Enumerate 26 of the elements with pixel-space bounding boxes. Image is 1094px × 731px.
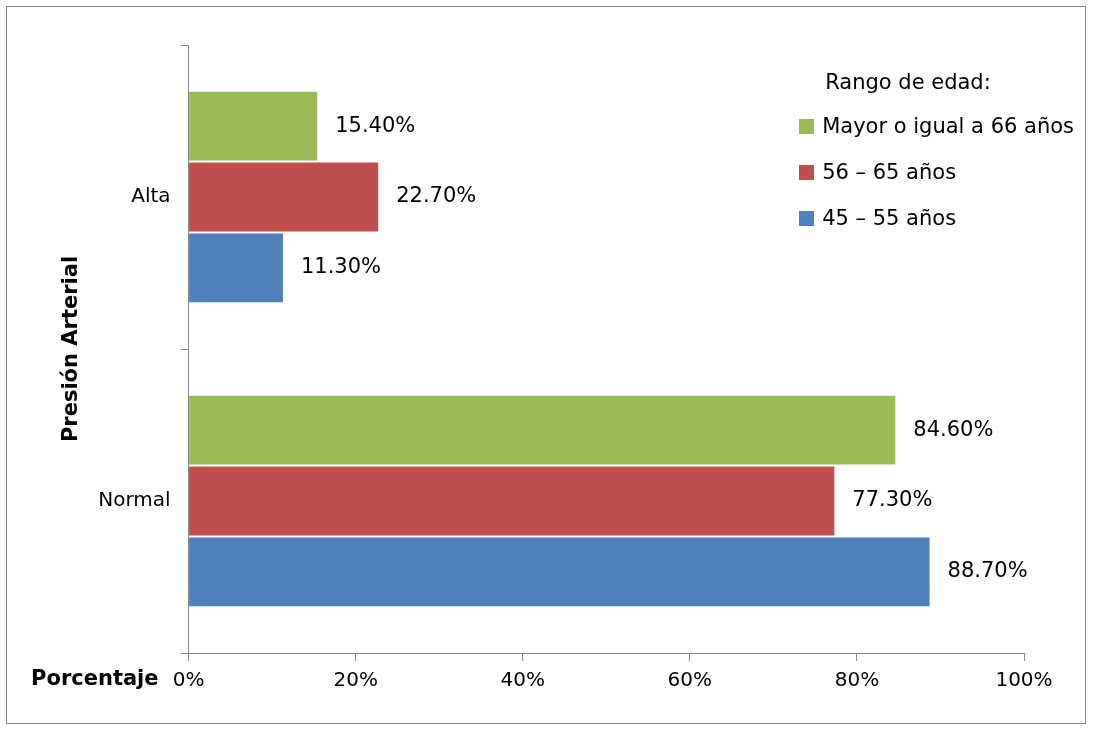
data-label: 77.30%: [852, 487, 933, 512]
x-axis-title: Porcentaje: [31, 665, 159, 690]
bar: [189, 537, 930, 607]
x-tick-label: 100%: [995, 667, 1053, 692]
x-tick-label: 0%: [172, 667, 205, 692]
data-label: 15.40%: [335, 112, 416, 137]
y-tick-label: Alta: [131, 183, 171, 208]
x-tick-label: 60%: [667, 667, 713, 692]
legend-label: 45 – 55 años: [822, 206, 957, 230]
y-axis-title: Presión Arterial: [58, 255, 83, 443]
bar: [189, 162, 379, 232]
data-label: 22.70%: [396, 183, 477, 208]
bar: [189, 395, 896, 465]
bar: [189, 466, 835, 536]
bar: [189, 91, 318, 161]
x-tick-label: 40%: [500, 667, 545, 692]
y-tick-label: Normal: [98, 487, 171, 512]
bar: [189, 233, 283, 303]
data-label: 88.70%: [947, 558, 1028, 583]
x-tick-label: 80%: [834, 667, 880, 692]
x-tick-label: 20%: [333, 667, 378, 692]
legend-label: Mayor o igual a 66 años: [822, 114, 1074, 138]
legend-label: 56 – 65 años: [822, 160, 957, 184]
data-label: 11.30%: [300, 254, 382, 279]
data-label: 84.60%: [913, 416, 994, 441]
legend-title: Rango de edad:: [825, 70, 992, 94]
